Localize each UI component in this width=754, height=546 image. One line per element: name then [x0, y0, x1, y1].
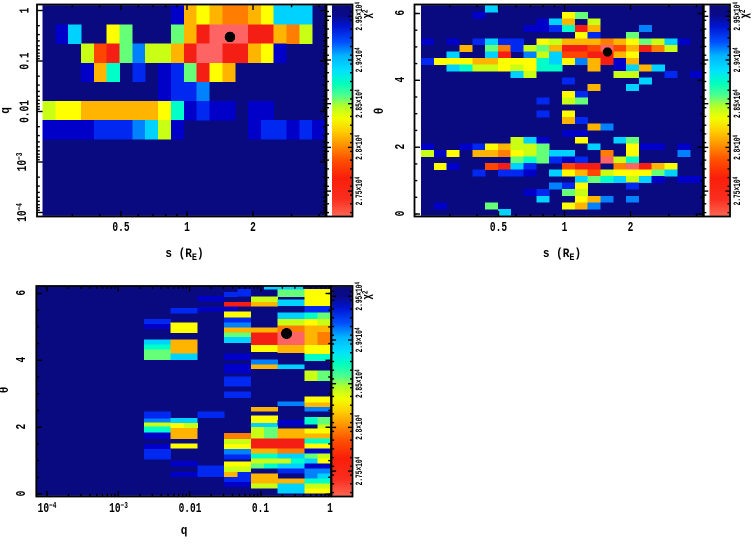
- svg-text:0: 0: [13, 491, 29, 497]
- svg-text:4: 4: [13, 357, 29, 363]
- svg-text:2.9×104: 2.9×104: [731, 47, 743, 72]
- svg-text:2.75×104: 2.75×104: [353, 456, 365, 485]
- svg-text:2.75×104: 2.75×104: [731, 176, 743, 205]
- svg-text:2.8×104: 2.8×104: [353, 415, 365, 440]
- svg-text:6: 6: [13, 290, 29, 296]
- svg-text:2.9×104: 2.9×104: [353, 327, 365, 352]
- svg-text:4: 4: [392, 77, 408, 83]
- svg-text:2.95×104: 2.95×104: [353, 282, 365, 311]
- svg-text:0.5: 0.5: [112, 219, 129, 235]
- svg-text:q: q: [181, 523, 188, 538]
- svg-text:s (RE): s (RE): [543, 246, 581, 263]
- svg-text:2.85×104: 2.85×104: [731, 89, 743, 118]
- svg-text:χ2: χ2: [739, 9, 753, 18]
- svg-text:2: 2: [628, 219, 634, 235]
- svg-text:χ2: χ2: [361, 9, 375, 18]
- svg-text:1: 1: [562, 219, 568, 235]
- svg-text:6: 6: [392, 10, 408, 16]
- svg-text:2.75×104: 2.75×104: [353, 176, 365, 205]
- svg-text:s (RE): s (RE): [165, 246, 203, 263]
- svg-text:0.1: 0.1: [252, 500, 269, 516]
- svg-text:2.9×104: 2.9×104: [353, 47, 365, 72]
- svg-text:2: 2: [13, 424, 29, 430]
- svg-text:2: 2: [250, 219, 256, 235]
- svg-text:1: 1: [327, 500, 333, 516]
- svg-text:0: 0: [392, 211, 408, 217]
- svg-text:2.85×104: 2.85×104: [353, 369, 365, 398]
- svg-text:1: 1: [17, 8, 33, 14]
- svg-text:0.5: 0.5: [490, 219, 507, 235]
- svg-text:2.95×104: 2.95×104: [731, 2, 743, 31]
- svg-text:2.95×104: 2.95×104: [353, 2, 365, 31]
- svg-text:2: 2: [392, 144, 408, 150]
- svg-text:2.85×104: 2.85×104: [353, 89, 365, 118]
- svg-text:2.8×104: 2.8×104: [353, 135, 365, 160]
- svg-text:0.1: 0.1: [17, 52, 33, 69]
- svg-text:2.8×104: 2.8×104: [731, 135, 743, 160]
- svg-text:0.01: 0.01: [17, 100, 33, 123]
- svg-text:1: 1: [184, 219, 190, 235]
- svg-text:θ: θ: [372, 108, 387, 115]
- svg-text:θ: θ: [0, 387, 12, 394]
- svg-text:q: q: [0, 107, 13, 114]
- svg-text:0.01: 0.01: [179, 500, 202, 516]
- svg-text:χ2: χ2: [361, 290, 375, 299]
